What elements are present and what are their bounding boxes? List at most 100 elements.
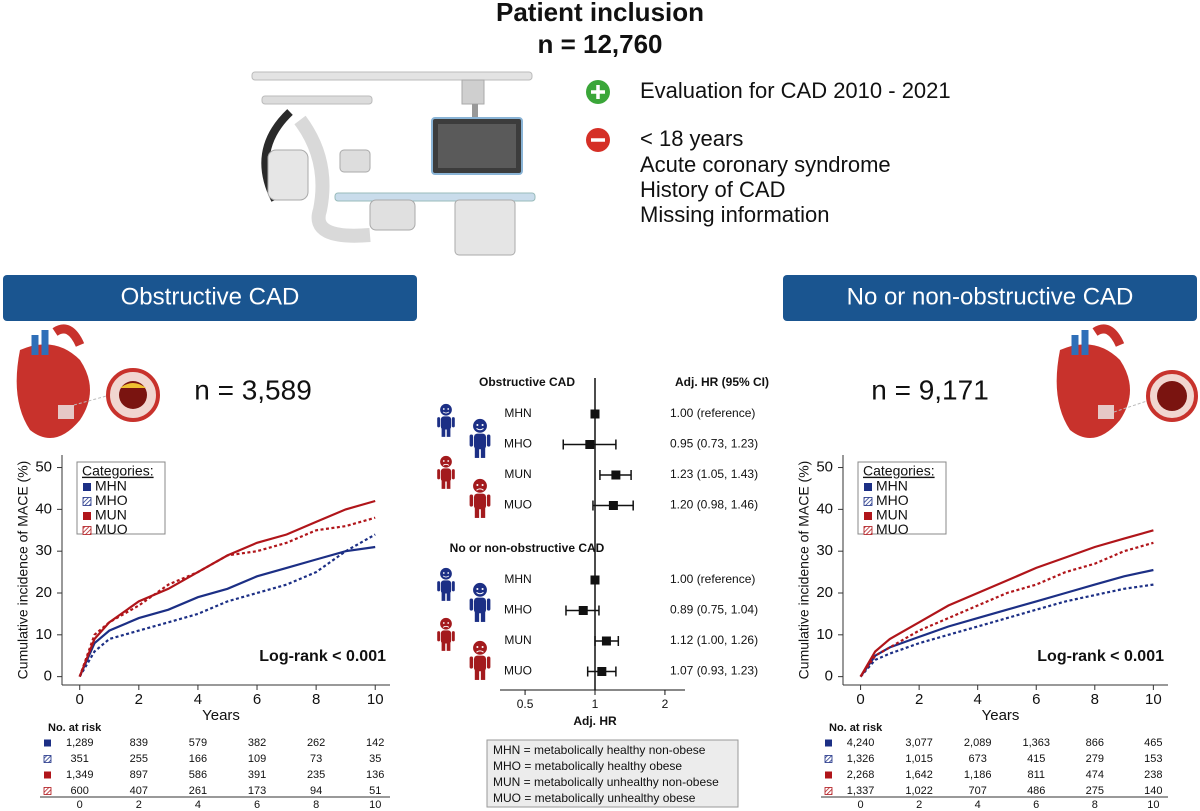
risk-table-cell: 136 — [366, 769, 384, 781]
category-label: MUN — [504, 467, 531, 481]
hazard-ratio — [585, 440, 595, 449]
value-label: 1.12 (1.00, 1.26) — [670, 633, 758, 647]
value-label: 1.20 (0.98, 1.46) — [670, 498, 758, 512]
risk-table-cell: 2,089 — [964, 737, 992, 749]
risk-table-cell: 238 — [1144, 769, 1162, 781]
risk-table-cell: 1,642 — [905, 769, 933, 781]
risk-table-cell: 73 — [310, 753, 322, 765]
abbreviation: MHO = metabolically healthy obese — [493, 759, 682, 773]
risk-table-cell: 2,268 — [847, 769, 875, 781]
heart-illustration — [1056, 324, 1198, 438]
value-label: 0.95 (0.73, 1.23) — [670, 437, 758, 451]
x-tick-label: 1 — [592, 697, 599, 711]
risk-table-x-label: 10 — [1147, 799, 1159, 811]
legend-label: MHO — [876, 492, 909, 508]
risk-table-cell: 3,077 — [905, 737, 933, 749]
legend-label: MUN — [95, 507, 127, 523]
value-label: 1.00 (reference) — [670, 406, 755, 420]
risk-table-x-label: 0 — [858, 799, 864, 811]
risk-table-cell: 142 — [366, 737, 384, 749]
hazard-ratio — [608, 501, 618, 510]
risk-table-cell: 1,022 — [905, 785, 933, 797]
hazard-ratio — [597, 667, 607, 676]
value-label: 0.89 (0.75, 1.04) — [670, 603, 758, 617]
risk-table-cell: 235 — [307, 769, 325, 781]
y-tick-label: 30 — [35, 542, 52, 559]
abbreviation: MHN = metabolically healthy non-obese — [493, 743, 706, 757]
y-tick-label: 40 — [816, 500, 833, 517]
abbreviation-box — [486, 739, 739, 808]
legend-swatch — [863, 526, 873, 535]
category-label: MUN — [504, 633, 531, 647]
value-label: 1.23 (1.05, 1.43) — [670, 467, 758, 481]
legend-label: MUO — [876, 521, 909, 537]
risk-table-cell: 51 — [369, 785, 381, 797]
risk-table-x-label: 4 — [195, 799, 201, 811]
risk-table-cell: 279 — [1086, 753, 1104, 765]
annotation: Log-rank < 0.001 — [1037, 648, 1164, 665]
legend-swatch — [824, 787, 833, 795]
panel-title: No or non-obstructive CAD — [847, 283, 1134, 310]
x-tick-label: 4 — [974, 691, 982, 708]
legend-swatch — [44, 739, 51, 747]
risk-table-cell: 1,337 — [847, 785, 875, 797]
legend-title: Categories: — [82, 463, 154, 479]
risk-table-cell: 586 — [189, 769, 207, 781]
y-tick-label: 30 — [816, 542, 833, 559]
risk-table-cell: 382 — [248, 737, 266, 749]
x-tick-label: 8 — [1091, 691, 1099, 708]
total-n: n = 12,760 — [537, 29, 662, 59]
category-label: MHN — [504, 406, 531, 420]
legend-box — [76, 461, 166, 535]
risk-table-cell: 262 — [307, 737, 325, 749]
risk-table-cell: 673 — [969, 753, 987, 765]
group-title: Obstructive CAD — [479, 375, 575, 389]
risk-table-x-label: 8 — [313, 799, 319, 811]
risk-table-cell: 839 — [130, 737, 148, 749]
x-tick-label: 0 — [76, 691, 84, 708]
legend-swatch — [82, 497, 92, 506]
x-tick-label: 0 — [856, 691, 864, 708]
x-tick-label: 10 — [1145, 691, 1162, 708]
category-label: MHO — [504, 437, 532, 451]
cath-lab-illustration — [251, 71, 536, 256]
risk-table-cell: 275 — [1086, 785, 1104, 797]
panel-banner — [3, 275, 417, 321]
risk-table-cell: 173 — [248, 785, 266, 797]
risk-table-cell: 261 — [189, 785, 207, 797]
inclusion-criterion: Evaluation for CAD 2010 - 2021 — [640, 78, 951, 103]
legend-swatch — [864, 512, 872, 520]
risk-table-cell: 391 — [248, 769, 266, 781]
group-title: No or non-obstructive CAD — [450, 541, 605, 555]
annotation: Log-rank < 0.001 — [259, 648, 386, 665]
risk-table-cell: 579 — [189, 737, 207, 749]
value-label: 1.00 (reference) — [670, 572, 755, 586]
legend-title: Categories: — [863, 463, 935, 479]
legend-swatch — [825, 771, 832, 779]
risk-table-cell: 707 — [969, 785, 987, 797]
legend-label: MHN — [876, 478, 908, 494]
exclusion-criterion: Missing information — [640, 202, 830, 227]
risk-table-cell: 897 — [130, 769, 148, 781]
category-label: MHO — [504, 603, 532, 617]
legend-swatch — [825, 739, 832, 747]
risk-table-cell: 166 — [189, 753, 207, 765]
risk-table-x-label: 2 — [136, 799, 142, 811]
risk-table-cell: 153 — [1144, 753, 1162, 765]
risk-table-cell: 4,240 — [847, 737, 875, 749]
risk-table-cell: 415 — [1027, 753, 1045, 765]
hazard-ratio — [578, 606, 588, 615]
abbreviation: MUO = metabolically unhealthy obese — [493, 791, 696, 805]
exclusion-criterion: Acute coronary syndrome — [640, 152, 891, 177]
abbreviation: MUN = metabolically unhealthy non-obese — [493, 775, 719, 789]
y-tick-label: 50 — [35, 459, 52, 476]
legend-label: MHN — [95, 478, 127, 494]
km-curve — [859, 583, 1154, 678]
x-tick-label: 2 — [135, 691, 143, 708]
legend-swatch — [43, 755, 52, 763]
y-axis-label: Cumulative incidence of MACE (%) — [15, 461, 31, 680]
x-tick-label: 10 — [367, 691, 384, 708]
risk-table-cell: 94 — [310, 785, 322, 797]
legend-swatch — [824, 755, 833, 763]
legend-box — [857, 461, 947, 535]
